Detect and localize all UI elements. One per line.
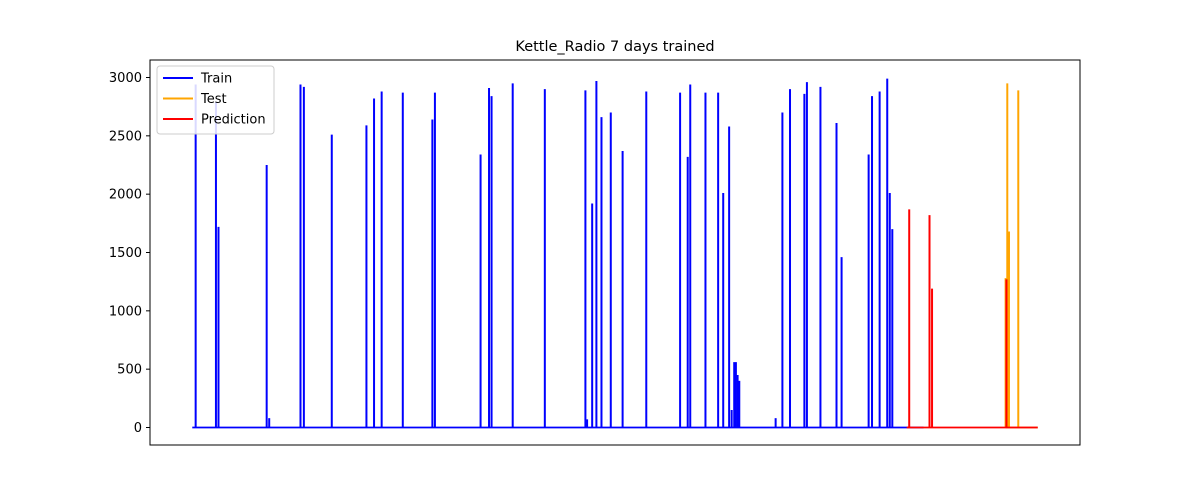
y-tick-label: 3000 bbox=[109, 71, 142, 86]
plot-area bbox=[192, 78, 1038, 429]
y-tick-label: 500 bbox=[117, 363, 142, 378]
chart-title: Kettle_Radio 7 days trained bbox=[515, 39, 714, 55]
y-tick-label: 2000 bbox=[109, 188, 142, 203]
legend-label: Prediction bbox=[201, 113, 266, 128]
legend-label: Test bbox=[200, 92, 227, 107]
legend: Train Test Prediction bbox=[156, 65, 275, 135]
y-tick-label: 1000 bbox=[109, 304, 142, 319]
legend-box bbox=[156, 65, 275, 135]
y-tick-label: 0 bbox=[134, 421, 142, 436]
legend-label: Train bbox=[200, 72, 232, 87]
y-tick-label: 2500 bbox=[109, 129, 142, 144]
y-axis: 0 500 1000 1500 2000 2500 3000 bbox=[109, 71, 150, 436]
series-prediction bbox=[906, 209, 1038, 429]
y-tick-label: 1500 bbox=[109, 246, 142, 261]
series-train bbox=[192, 78, 924, 429]
